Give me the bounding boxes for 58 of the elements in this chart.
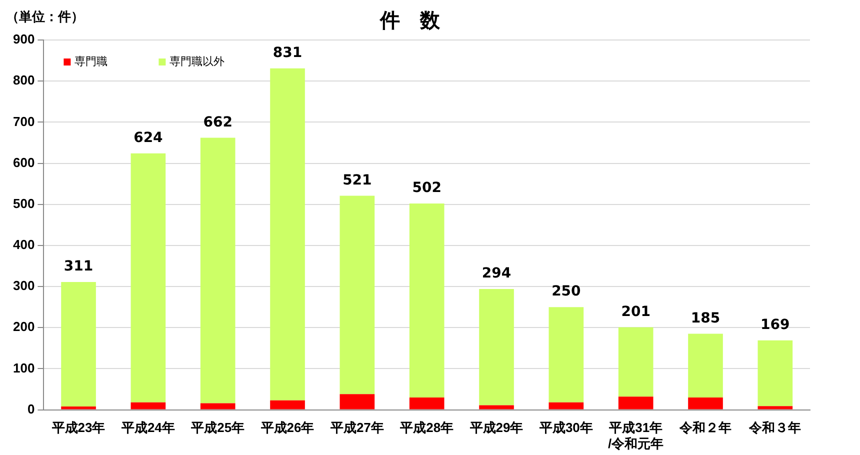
bar [409, 397, 444, 410]
x-tick-label: 平成23年 [50, 420, 106, 436]
total-label: 502 [412, 180, 442, 196]
total-label: 185 [690, 310, 720, 326]
bar [200, 138, 236, 404]
bar [61, 406, 96, 410]
bar [688, 334, 723, 398]
bar [200, 403, 236, 410]
bar [758, 340, 793, 406]
total-label: 169 [760, 317, 790, 333]
bar [548, 307, 584, 402]
y-tick-label: 300 [12, 278, 35, 294]
bar [130, 402, 166, 410]
bar [340, 394, 375, 410]
total-label: 311 [64, 258, 94, 275]
total-label: 250 [552, 284, 582, 300]
x-tick-label: 平成28年 [399, 420, 454, 436]
total-label: 294 [482, 266, 512, 282]
chart-title: 件 数 [379, 8, 441, 32]
y-tick-label: 500 [12, 196, 35, 211]
total-label: 521 [342, 172, 372, 188]
total-label: 662 [203, 114, 232, 130]
y-tick-label: 600 [12, 154, 35, 170]
x-tick-label: 平成26年 [260, 420, 314, 436]
y-tick-label: 900 [12, 32, 35, 47]
y-tick-label: 400 [12, 237, 35, 252]
y-tick-label: 700 [12, 114, 35, 129]
bar [548, 402, 584, 410]
x-tick-label: 令和２年 [678, 420, 732, 436]
y-tick-label: 100 [12, 360, 35, 376]
bar [758, 406, 793, 410]
x-tick-label: 平成29年 [468, 420, 524, 436]
bar [270, 68, 305, 400]
x-tick-label: 平成30年 [538, 420, 593, 436]
bar [618, 327, 654, 397]
total-label: 831 [272, 44, 302, 61]
bar [61, 282, 96, 407]
bar [618, 396, 654, 410]
x-tick-label: 平成25年 [190, 420, 245, 436]
total-label: 624 [134, 130, 164, 146]
bar [270, 400, 305, 410]
bar [340, 196, 375, 394]
y-tick-label: 0 [27, 401, 35, 416]
bar [130, 153, 166, 402]
text: （単位：件） [6, 9, 84, 26]
x-tick-label: 平成27年 [329, 420, 384, 436]
y-tick-label: 200 [12, 319, 35, 334]
y-tick-label: 800 [12, 72, 35, 88]
x-tick-label: 平成24年 [120, 420, 175, 436]
bar [479, 405, 514, 410]
legend-label: 専門職以外 [170, 54, 225, 68]
x-tick-label: 平成31年 /令和元年 [608, 420, 664, 451]
legend-label: 専門職 [74, 54, 108, 68]
bar [409, 204, 444, 398]
total-label: 201 [621, 304, 650, 320]
x-tick-label: 令和３年 [748, 420, 802, 436]
bar [479, 289, 514, 406]
bar [688, 397, 723, 410]
